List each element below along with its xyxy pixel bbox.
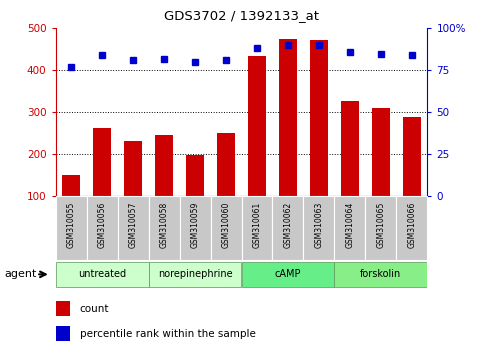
Text: count: count <box>80 304 109 314</box>
Bar <box>310 40 328 239</box>
Bar <box>334 262 427 287</box>
Bar <box>397 196 427 260</box>
Bar <box>56 301 70 316</box>
Bar <box>366 196 397 260</box>
Bar <box>372 108 390 239</box>
Bar <box>186 155 204 239</box>
Text: norepinephrine: norepinephrine <box>157 269 232 279</box>
Bar <box>403 117 421 239</box>
Text: GSM310061: GSM310061 <box>253 201 261 248</box>
Bar <box>242 196 272 260</box>
Text: GDS3702 / 1392133_at: GDS3702 / 1392133_at <box>164 9 319 22</box>
Text: untreated: untreated <box>78 269 126 279</box>
Text: percentile rank within the sample: percentile rank within the sample <box>80 329 256 338</box>
Text: GSM310063: GSM310063 <box>314 201 324 248</box>
Bar <box>124 141 142 239</box>
Text: GSM310058: GSM310058 <box>159 201 169 248</box>
Bar <box>62 176 80 239</box>
Text: agent: agent <box>5 269 37 279</box>
Bar <box>86 196 117 260</box>
Bar <box>149 262 242 287</box>
Bar <box>117 196 149 260</box>
Text: GSM310060: GSM310060 <box>222 201 230 248</box>
Bar <box>211 196 242 260</box>
Bar <box>180 196 211 260</box>
Bar <box>217 133 235 239</box>
Bar <box>248 57 266 239</box>
Text: GSM310056: GSM310056 <box>98 201 107 248</box>
Text: GSM310062: GSM310062 <box>284 201 293 248</box>
Bar <box>155 135 173 239</box>
Bar <box>56 326 70 341</box>
Text: GSM310059: GSM310059 <box>190 201 199 248</box>
Bar <box>341 101 359 239</box>
Bar <box>149 196 180 260</box>
Bar <box>56 196 86 260</box>
Bar <box>242 262 334 287</box>
Bar <box>93 128 112 239</box>
Bar <box>56 262 149 287</box>
Bar <box>303 196 334 260</box>
Bar <box>272 196 303 260</box>
Text: cAMP: cAMP <box>275 269 301 279</box>
Bar <box>279 39 297 239</box>
Text: GSM310057: GSM310057 <box>128 201 138 248</box>
Text: GSM310066: GSM310066 <box>408 201 416 248</box>
Text: GSM310064: GSM310064 <box>345 201 355 248</box>
Text: forskolin: forskolin <box>360 269 401 279</box>
Text: GSM310055: GSM310055 <box>67 201 75 248</box>
Bar <box>334 196 366 260</box>
Text: GSM310065: GSM310065 <box>376 201 385 248</box>
